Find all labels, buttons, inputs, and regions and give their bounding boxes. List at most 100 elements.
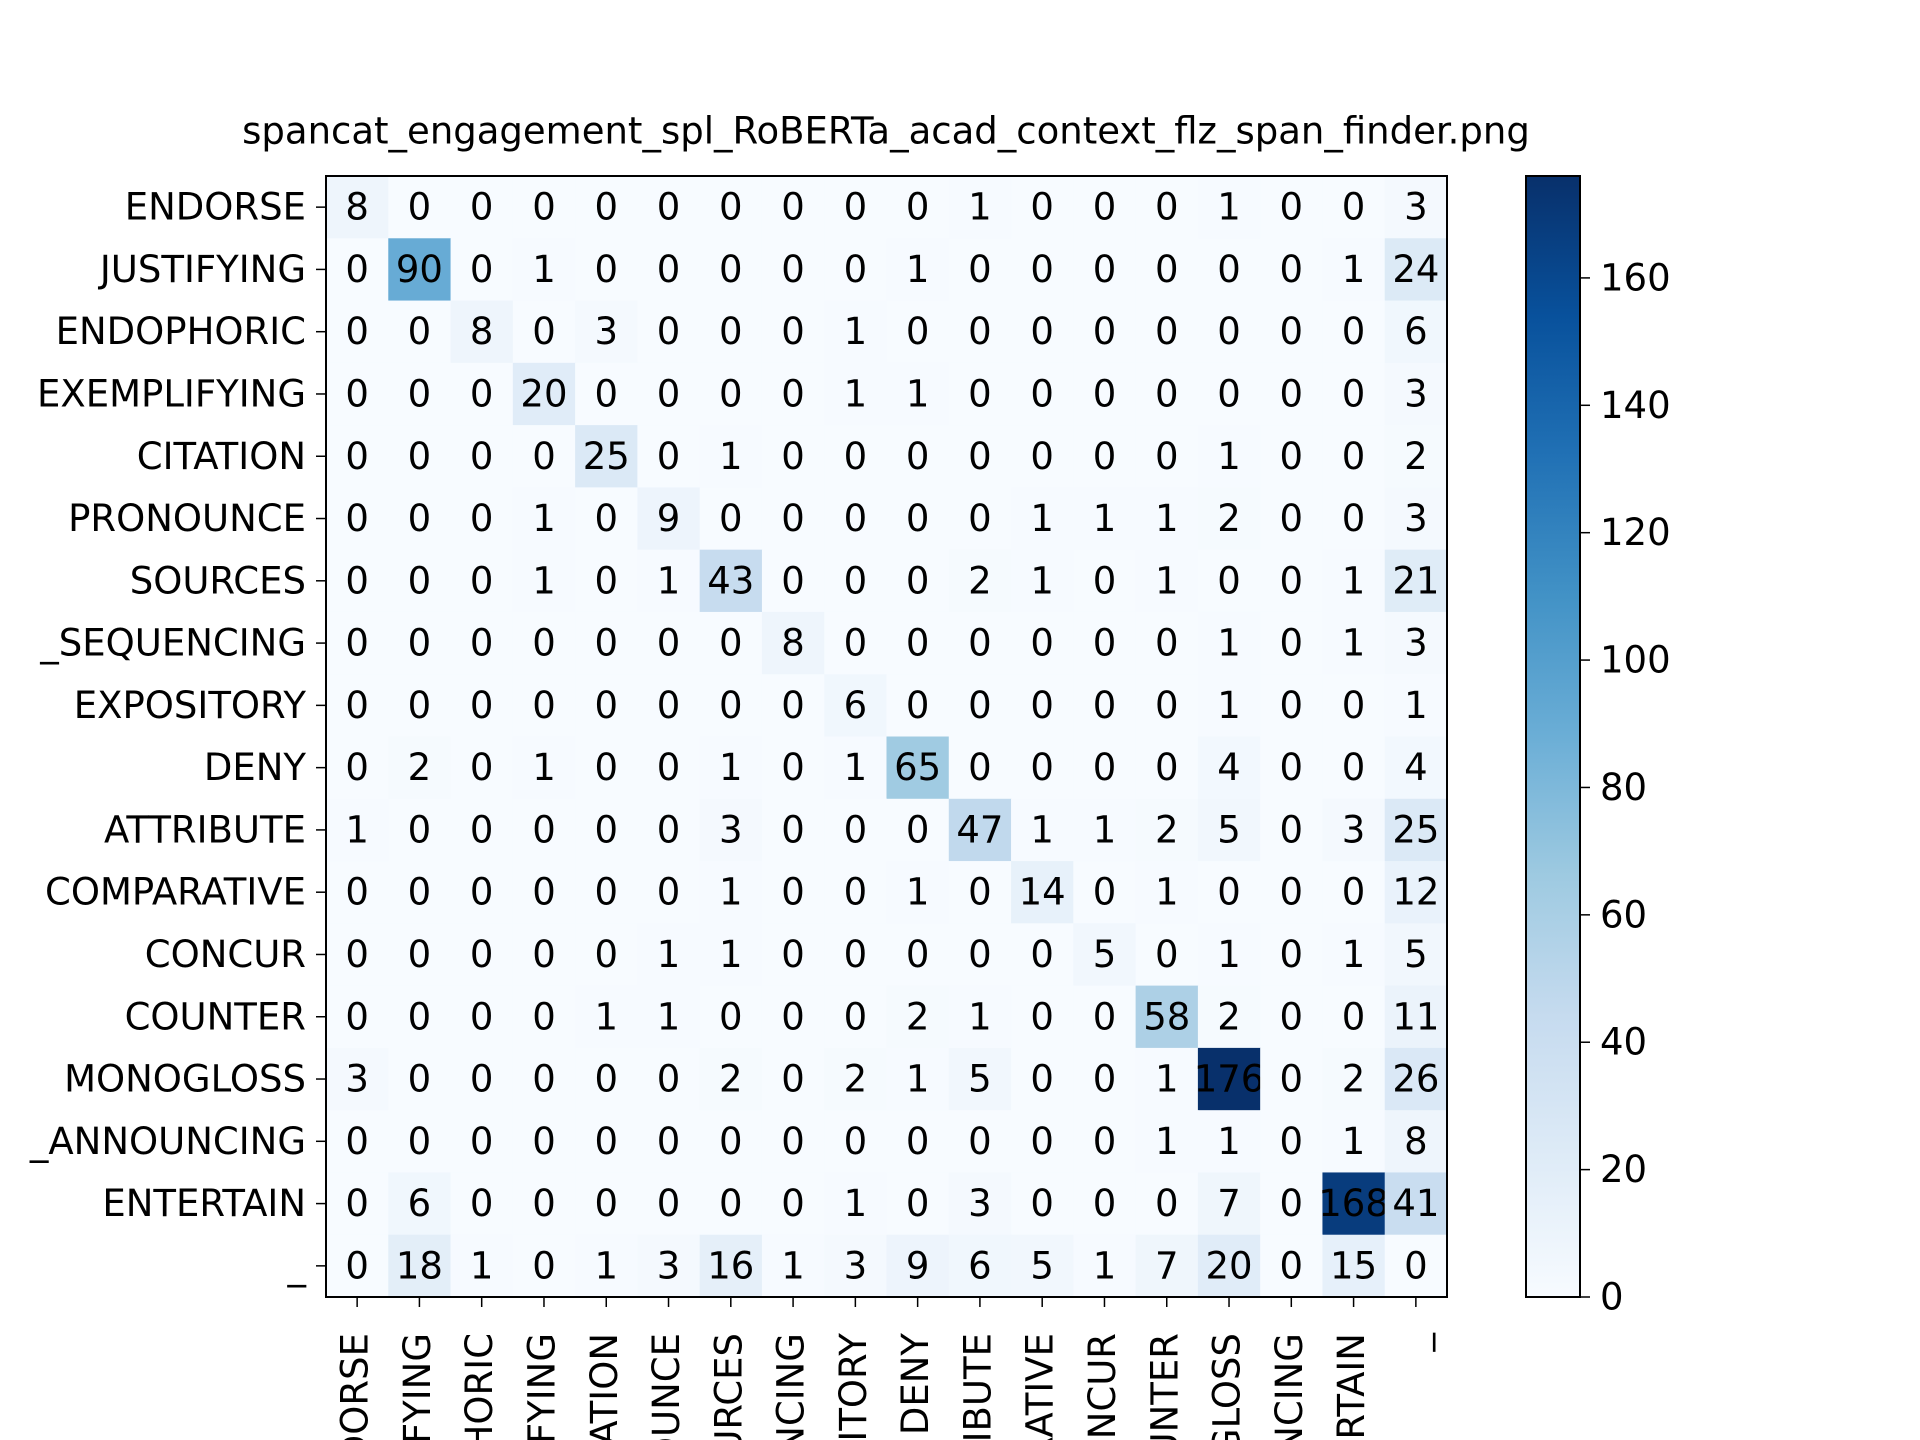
cell-value: 5: [968, 1058, 992, 1101]
heatmap-cell: [575, 798, 638, 862]
colorbar-tick-label: 100: [1600, 639, 1671, 682]
cell-value: 0: [1030, 435, 1054, 478]
heatmap-cell: [388, 985, 452, 1049]
cell-value: 2: [906, 995, 930, 1038]
cell-value: 9: [657, 497, 681, 540]
cell-value: 0: [1155, 248, 1179, 291]
cell-value: 0: [1280, 1244, 1304, 1287]
heatmap-cell: [948, 176, 1012, 239]
heatmap-cell: [575, 1047, 638, 1111]
cell-value: 0: [1280, 622, 1304, 665]
y-tick-label: ENTERTAIN: [102, 1182, 306, 1225]
heatmap-cell: [512, 861, 576, 924]
cell-value: 0: [1280, 310, 1304, 353]
heatmap-cell: [948, 425, 1012, 488]
cell-value: 0: [1030, 1182, 1054, 1225]
heatmap-cell: [1384, 1110, 1448, 1173]
cell-value: 3: [719, 808, 743, 851]
cell-value: 0: [1280, 684, 1304, 727]
heatmap-cell: [1197, 736, 1261, 800]
heatmap-cell: [637, 1110, 701, 1173]
cell-value: 0: [906, 1182, 930, 1225]
cell-value: 0: [906, 933, 930, 976]
heatmap-cell: [699, 674, 763, 737]
y-tick-label: DENY: [204, 746, 307, 789]
heatmap-cell: [699, 238, 763, 302]
heatmap-cell: [699, 425, 763, 488]
heatmap-cell: [388, 736, 452, 800]
heatmap-cell: [450, 674, 514, 737]
heatmap-cell: [326, 238, 389, 302]
heatmap-cell: [1073, 238, 1137, 302]
cell-value: 0: [968, 435, 992, 478]
heatmap-cell: [886, 549, 950, 613]
cell-value: 20: [520, 372, 567, 415]
cell-value: 0: [844, 622, 868, 665]
heatmap-cell: [824, 1172, 887, 1236]
cell-value: 0: [470, 933, 494, 976]
heatmap-cell: [575, 1110, 638, 1173]
cell-value: 1: [1030, 497, 1054, 540]
heatmap-cell: [512, 798, 576, 862]
heatmap-cell: [886, 1234, 950, 1298]
heatmap-cell: [575, 362, 638, 426]
heatmap-cell: [699, 176, 763, 239]
heatmap-cell: [1384, 300, 1448, 364]
cell-value: 0: [844, 808, 868, 851]
cell-value: 0: [1217, 310, 1241, 353]
cell-value: 18: [396, 1244, 443, 1287]
heatmap-cell: [450, 985, 514, 1049]
colorbar-tick-label: 140: [1600, 384, 1671, 427]
cell-value: 0: [781, 808, 805, 851]
cell-value: 0: [968, 248, 992, 291]
cell-value: 0: [345, 435, 369, 478]
y-tick-label: ATTRIBUTE: [104, 808, 306, 851]
cell-value: 0: [345, 933, 369, 976]
cell-value: 0: [1030, 372, 1054, 415]
cell-value: 0: [532, 186, 556, 229]
heatmap-cell: [637, 674, 701, 737]
cell-value: 0: [1342, 497, 1366, 540]
heatmap-cell: [1011, 238, 1074, 302]
cell-value: 0: [781, 746, 805, 789]
cell-value: 0: [1155, 746, 1179, 789]
cell-value: 0: [844, 1120, 868, 1163]
colorbar-tick-label: 60: [1600, 893, 1647, 936]
cell-value: 0: [1155, 684, 1179, 727]
cell-value: 1: [345, 808, 369, 851]
cell-value: 7: [1217, 1182, 1241, 1225]
heatmap-cell: [450, 861, 514, 924]
heatmap-cell: [699, 300, 763, 364]
heatmap-cell: [886, 985, 950, 1049]
heatmap-cell: [326, 923, 389, 987]
cell-value: 0: [719, 248, 743, 291]
heatmap-cell: [1384, 736, 1448, 800]
cell-value: 1: [1155, 497, 1179, 540]
cell-value: 1: [968, 186, 992, 229]
heatmap-cell: [637, 1234, 701, 1298]
heatmap-cell: [575, 923, 638, 987]
heatmap-cell: [1384, 549, 1448, 613]
y-tick-label: _ANNOUNCING: [29, 1120, 306, 1163]
heatmap-cell: [1011, 923, 1074, 987]
cell-value: 0: [1217, 248, 1241, 291]
cell-value: 0: [1030, 622, 1054, 665]
cell-value: 0: [781, 1182, 805, 1225]
heatmap-cell: [1073, 923, 1137, 987]
cell-value: 20: [1205, 1244, 1252, 1287]
heatmap-cell: [824, 861, 887, 924]
heatmap-cell: [575, 238, 638, 302]
heatmap-cell: [575, 1172, 638, 1236]
heatmap-cell: [637, 1047, 701, 1111]
cell-value: 3: [1404, 372, 1428, 415]
cell-value: 3: [345, 1058, 369, 1101]
cell-value: 3: [1404, 497, 1428, 540]
cell-value: 0: [1217, 372, 1241, 415]
cell-value: 0: [781, 372, 805, 415]
x-tick-label: EXEMPLIFYING: [520, 1333, 563, 1440]
cell-value: 0: [594, 372, 618, 415]
heatmap-cell: [761, 487, 825, 551]
heatmap-cell: [948, 1172, 1012, 1236]
cell-value: 0: [470, 372, 494, 415]
colorbar-tick-label: 80: [1600, 766, 1647, 809]
